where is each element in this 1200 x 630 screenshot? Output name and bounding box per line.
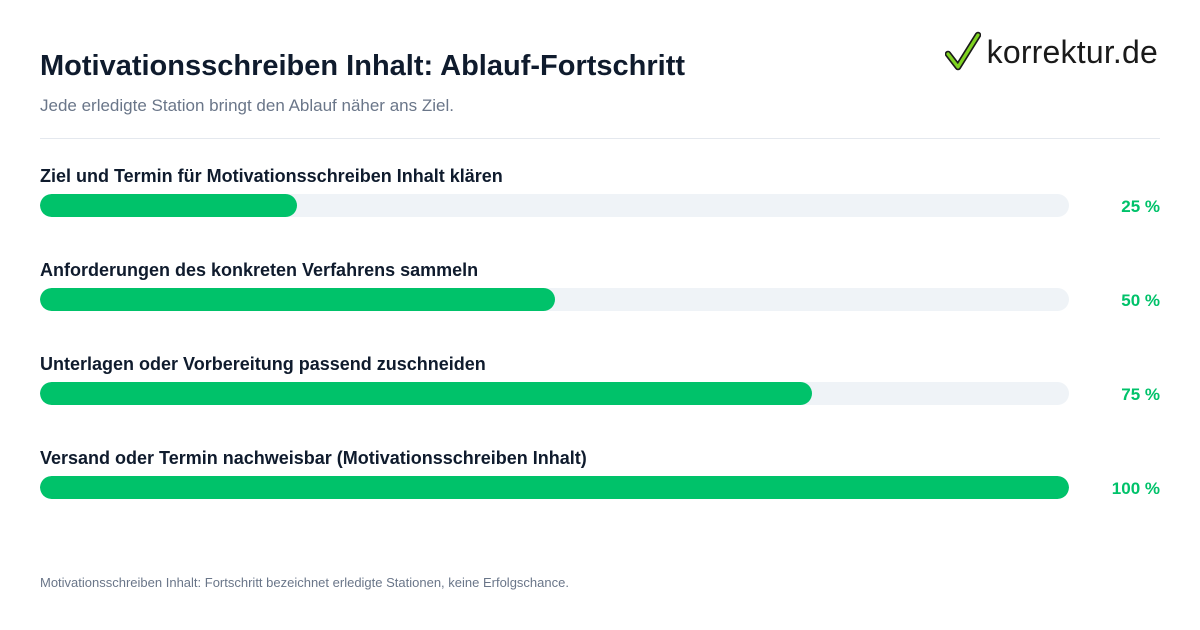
progress-track xyxy=(40,476,1069,499)
row-label: Versand oder Termin nachweisbar (Motivat… xyxy=(40,448,587,468)
progress-bar xyxy=(40,476,1069,499)
progress-track xyxy=(40,382,1069,405)
row-label: Ziel und Termin für Motivationsschreiben… xyxy=(40,166,503,186)
chart-title: Motivationsschreiben Inhalt: Ablauf-Fort… xyxy=(40,50,686,82)
value-label: 100 % xyxy=(1111,479,1160,498)
progress-row: Unterlagen oder Vorbereitung passend zus… xyxy=(40,354,1160,448)
checkmark-icon xyxy=(944,31,981,71)
value-label: 50 % xyxy=(1121,291,1160,310)
value-label: 25 % xyxy=(1121,197,1160,216)
footnote: Motivationsschreiben Inhalt: Fortschritt… xyxy=(40,575,569,590)
progress-row: Versand oder Termin nachweisbar (Motivat… xyxy=(40,448,1160,542)
value-label: 75 % xyxy=(1121,385,1160,404)
row-label: Unterlagen oder Vorbereitung passend zus… xyxy=(40,354,486,374)
progress-track xyxy=(40,194,1069,217)
progress-row: Anforderungen des konkreten Verfahrens s… xyxy=(40,260,1160,354)
brand-name: korrektur.de xyxy=(986,33,1158,70)
progress-row: Ziel und Termin für Motivationsschreiben… xyxy=(40,166,1160,260)
progress-bar xyxy=(40,382,812,405)
row-label: Anforderungen des konkreten Verfahrens s… xyxy=(40,260,479,280)
progress-bar xyxy=(40,288,555,311)
chart-subtitle: Jede erledigte Station bringt den Ablauf… xyxy=(40,96,454,115)
progress-track xyxy=(40,288,1069,311)
brand-logo[interactable]: korrektur.de xyxy=(944,28,1158,76)
progress-bar xyxy=(40,194,298,217)
header-divider xyxy=(40,138,1160,139)
progress-chart: Ziel und Termin für Motivationsschreiben… xyxy=(40,166,1160,542)
